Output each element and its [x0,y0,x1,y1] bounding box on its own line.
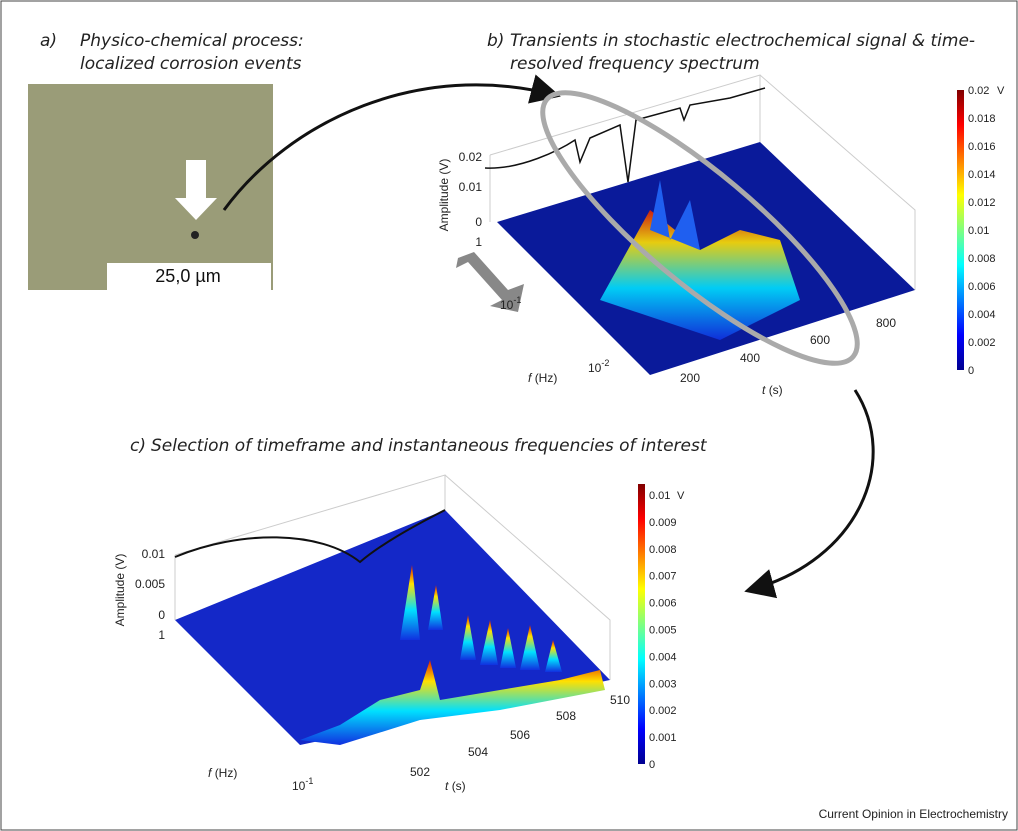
colorbar-tick-label: 0.002 [968,337,996,349]
panel-title: localized corrosion events [80,54,302,74]
tick-label: 504 [468,745,488,759]
colorbar-tick-label: 0.014 [968,169,996,181]
highlight-ellipse [540,90,860,366]
colorbar-tick-label: 0.01 [649,490,670,502]
colorbar [638,484,645,764]
axis-label: t (s) [445,779,466,793]
colorbar-tick-label: 0.004 [649,651,677,663]
micrograph [28,84,273,290]
colorbar-tick-label: 0.005 [649,625,677,637]
colorbar-unit: V [997,85,1005,97]
colorbar-tick-label: 0.008 [649,544,677,556]
tick-label: 0.01 [459,180,483,194]
colorbar-tick-label: 0.01 [968,225,989,237]
panel-title: resolved frequency spectrum [510,54,760,74]
tick-label: 800 [876,316,896,330]
panel-label: b) [487,31,504,51]
tick-label: 400 [740,351,760,365]
panel-title: Physico-chemical process: [80,31,304,51]
colorbar-unit: V [677,490,685,502]
tick-label: 0 [475,215,482,229]
signal-trace [174,509,446,564]
tick-label: 0.01 [142,547,166,561]
tick-label: 10-1 [500,295,521,312]
surface [175,510,610,745]
tick-label: 502 [410,765,430,779]
colorbar-tick-label: 0.012 [968,197,996,209]
panel-label: c) [130,436,146,456]
arrow-icon [175,160,217,220]
tick-label: 0.02 [459,150,483,164]
colorbar-tick-label: 0.006 [649,598,677,610]
colorbar-tick-label: 0.009 [649,517,677,529]
panel-title: Transients in stochastic electrochemical… [510,31,975,51]
tick-label: 506 [510,728,530,742]
footer: Current Opinion in Electrochemistry [819,807,1008,821]
colorbar-tick-label: 0.006 [968,281,996,293]
surface-peaks [600,210,800,340]
colorbar-tick-label: 0 [649,759,655,771]
colorbar-tick-label: 0.016 [968,141,996,153]
tick-label: 0 [158,608,165,622]
colorbar [957,90,964,370]
axes-box [174,474,611,680]
axis-label: t (s) [762,383,783,397]
tick-label: 0.005 [135,577,165,591]
flow-arrow [744,389,875,599]
colorbar-tick-label: 0.002 [649,705,677,717]
tick-label: 600 [810,333,830,347]
colorbar-tick-label: 0.001 [649,732,677,744]
colorbar-ticks: 0.01 0.009 0.008 0.007 0.006 0.005 0.004 0.003 0… [649,490,677,771]
tick-label: 10-2 [588,358,609,375]
axis-label: f (Hz) [208,766,237,780]
signal-trace [484,87,766,183]
tick-label: 508 [556,709,576,723]
scale-label: 25,0 µm [155,266,220,286]
tick-label: 1 [158,628,165,642]
double-arrow [456,252,524,312]
colorbar-ticks: 0.02 0.018 0.016 0.014 0.012 0.01 0.008 0.006 0.… [968,85,996,377]
pit [191,231,199,239]
colorbar-tick-label: 0 [968,365,974,377]
panel-title: Selection of timeframe and instantaneous… [151,436,708,456]
scale-bar [107,263,271,290]
colorbar-tick-label: 0.003 [649,678,677,690]
colorbar-tick-label: 0.008 [968,253,996,265]
axis-label: Amplitude (V) [437,159,451,232]
axis-label: f (Hz) [528,371,557,385]
tick-label: 1 [475,235,482,249]
surface-peaks [300,565,605,745]
axes-box [489,74,916,290]
tick-label: 10-1 [292,776,313,793]
tick-label: 510 [610,693,630,707]
surface-peaks [650,180,700,250]
tick-label: 200 [680,371,700,385]
colorbar-tick-label: 0.004 [968,309,996,321]
colorbar-tick-label: 0.018 [968,113,996,125]
panel-label: a) [40,31,57,51]
colorbar-tick-label: 0.02 [968,85,989,97]
flow-arrow [222,74,561,211]
axis-label: Amplitude (V) [113,554,127,627]
colorbar-tick-label: 0.007 [649,571,677,583]
